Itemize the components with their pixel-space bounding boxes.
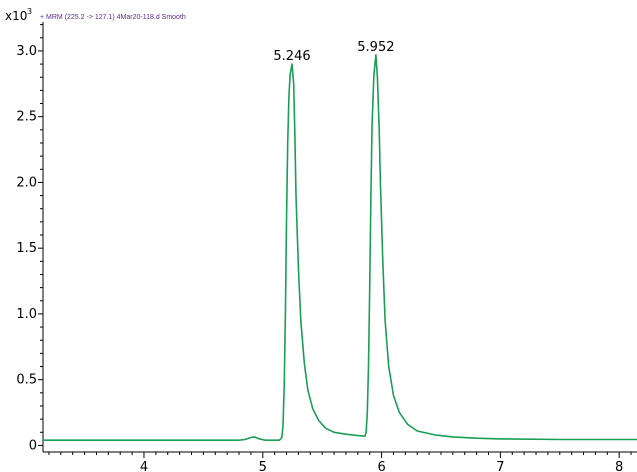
series-line [43, 54, 637, 441]
y-tick-label: 1.5 [16, 241, 37, 256]
y-axis-ticks: 0 0.5 1.0 1.5 2.0 2.5 3.0 [16, 24, 43, 453]
y-scale-exponent: 3 [27, 7, 32, 16]
x-tick-label: 8 [615, 460, 623, 472]
x-tick-label: 6 [377, 460, 385, 472]
y-scale-multiplier: x10 3 [5, 7, 32, 23]
y-tick-label: 2.5 [16, 110, 37, 125]
peak-label: 5.952 [357, 40, 394, 55]
y-tick-label: 1.0 [16, 307, 37, 322]
y-tick-label: 0 [29, 438, 37, 453]
x-axis-ticks: 4 5 6 7 8 [48, 452, 632, 472]
y-scale-label: x10 [5, 9, 27, 23]
y-tick-label: 2.0 [16, 175, 37, 190]
x-tick-label: 7 [496, 460, 504, 472]
chart-title: + MRM (225.2 -> 127.1) 4Mar20-118.d Smoo… [40, 14, 186, 21]
x-tick-label: 5 [259, 460, 267, 472]
y-tick-label: 3.0 [16, 44, 37, 59]
y-tick-label: 0.5 [16, 373, 37, 388]
peak-label: 5.246 [273, 49, 310, 64]
x-tick-label: 4 [140, 460, 148, 472]
peak-annotations: 5.246 5.952 [273, 40, 394, 64]
